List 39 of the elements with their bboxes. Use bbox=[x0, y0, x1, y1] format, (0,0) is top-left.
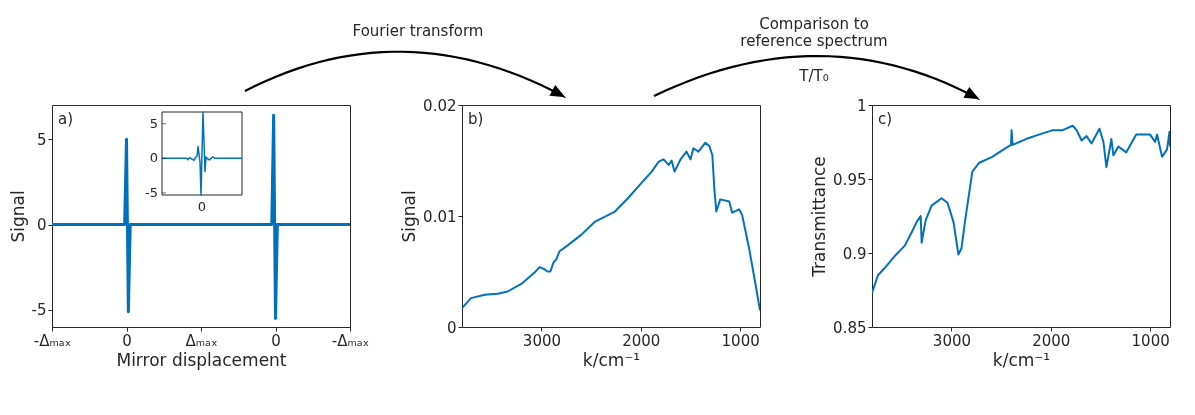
y-tick-label: -5 bbox=[145, 184, 158, 200]
y-tick-label: 5 bbox=[36, 130, 47, 149]
text: Fourier transform bbox=[352, 22, 484, 40]
x-tick-label: 0 bbox=[122, 331, 132, 350]
x-tick-label: 2000 bbox=[1032, 331, 1071, 350]
y-tick-label: 0.85 bbox=[833, 318, 867, 337]
y-tick-label: 1 bbox=[856, 96, 867, 115]
y-tick-label: 0.01 bbox=[423, 207, 457, 226]
text: T/T₀ bbox=[798, 67, 829, 85]
line-series bbox=[462, 141, 760, 312]
y-tick-label: 0.02 bbox=[423, 96, 457, 115]
y-tick-label: 0.95 bbox=[833, 170, 867, 189]
y-tick-label: 0.9 bbox=[842, 244, 867, 263]
y-tick-label: 0 bbox=[446, 318, 457, 337]
x-axis-title: k/cm⁻¹ bbox=[582, 349, 641, 370]
annotation: b) bbox=[468, 110, 484, 128]
x-tick-label: Δₘₐₓ bbox=[185, 331, 218, 350]
line-series bbox=[161, 111, 243, 196]
y-axis-title: Signal bbox=[399, 190, 420, 243]
x-axis-title: k/cm⁻¹ bbox=[992, 349, 1051, 370]
x-tick-label: 1000 bbox=[1131, 331, 1170, 350]
y-tick-label: 5 bbox=[149, 115, 158, 131]
x-tick-label: 3000 bbox=[932, 331, 972, 350]
x-axis-title: Mirror displacement bbox=[116, 349, 287, 370]
y-tick-label: 0 bbox=[36, 216, 47, 235]
y-axis-title: Transmittance bbox=[809, 156, 830, 278]
annotation: a) bbox=[58, 110, 74, 128]
x-tick-label: 1000 bbox=[721, 331, 760, 350]
x-tick-label: -Δₘₐₓ bbox=[331, 331, 370, 350]
y-axis-title: Signal bbox=[7, 190, 28, 243]
x-tick-label: -Δₘₐₓ bbox=[33, 331, 72, 350]
text: Comparison to reference spectrum bbox=[740, 15, 888, 50]
annotation: c) bbox=[878, 110, 893, 128]
y-tick-label: -5 bbox=[31, 301, 47, 320]
y-tick-label: 0 bbox=[149, 150, 158, 166]
x-tick-label: 0 bbox=[271, 331, 281, 350]
line-series bbox=[52, 113, 350, 320]
x-tick-label: 2000 bbox=[622, 331, 661, 350]
x-tick-label: 3000 bbox=[522, 331, 562, 350]
